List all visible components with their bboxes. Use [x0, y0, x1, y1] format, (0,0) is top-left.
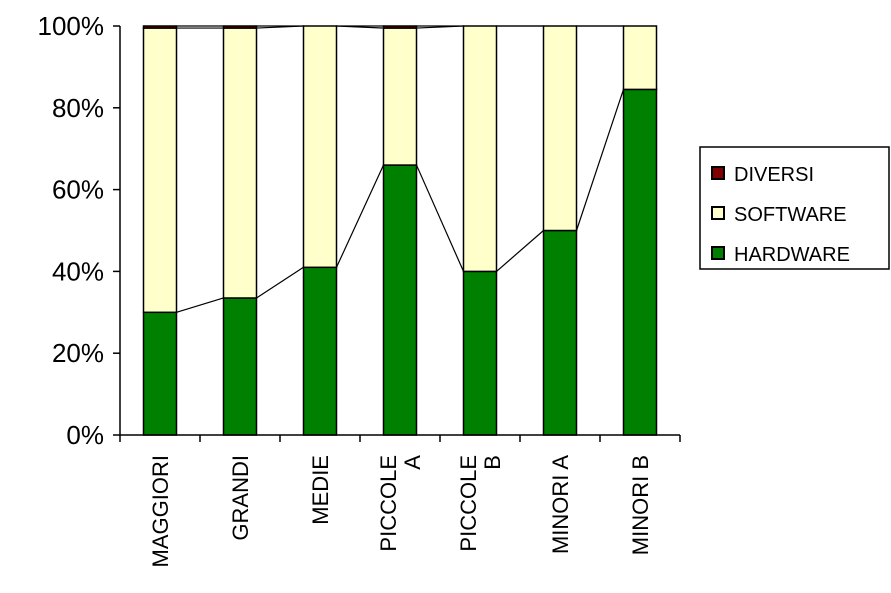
x-tick-label: PICCOLE: [456, 455, 481, 552]
legend-label-diversi: DIVERSI: [734, 164, 814, 186]
x-tick-label: B: [480, 455, 505, 470]
bar-hardware-minori-b: [622, 88, 658, 436]
bar-software-maggiori: [142, 27, 178, 314]
x-tick-label: MEDIE: [308, 455, 333, 525]
bar-software-medie: [302, 25, 338, 269]
legend-box: [699, 146, 890, 270]
bar-hardware-minori-a: [542, 229, 578, 436]
bar-hardware-grandi: [222, 297, 258, 436]
bar-software-piccole-a: [382, 27, 418, 166]
bar-hardware-piccole-b: [462, 270, 498, 436]
series-lines: [176, 25, 625, 313]
x-tick-label: MINORI A: [548, 455, 573, 554]
legend-swatch-diversi: [711, 166, 725, 180]
legend-label-software: SOFTWARE: [734, 204, 847, 226]
y-tick-label: 20%: [52, 338, 104, 368]
legend-swatch-software: [711, 206, 725, 220]
bar-diversi-grandi: [222, 25, 258, 29]
series-line-hardware: [496, 230, 544, 272]
y-tick-label: 40%: [52, 256, 104, 286]
bar-diversi-maggiori: [142, 25, 178, 29]
y-tick-label: 60%: [52, 175, 104, 205]
y-tick-label: 0%: [66, 420, 104, 450]
bar-hardware-medie: [302, 266, 338, 436]
x-tick-label: MINORI B: [628, 455, 653, 555]
x-tick-label: PICCOLE: [376, 455, 401, 552]
y-tick-label: 80%: [52, 93, 104, 123]
series-line-hardware: [415, 164, 465, 272]
series-line-hardware: [335, 164, 385, 268]
bar-software-minori-b: [622, 25, 658, 91]
series-line-hardware: [575, 89, 625, 231]
x-tick-label: A: [400, 455, 425, 470]
x-tick-label: GRANDI: [228, 455, 253, 541]
legend: DIVERSI SOFTWARE HARDWARE: [699, 146, 890, 270]
axes: [119, 26, 680, 436]
series-line-hardware: [256, 266, 304, 299]
bar-diversi-piccole-a: [382, 25, 418, 29]
y-tick-label: 100%: [38, 11, 105, 41]
legend-label-hardware: HARDWARE: [734, 244, 850, 266]
y-axis-ticks: 0% 20% 40% 60% 80% 100%: [38, 11, 120, 450]
x-tick-label: MAGGIORI: [148, 455, 173, 567]
series-line-hardware: [176, 297, 224, 313]
legend-swatch-hardware: [711, 246, 725, 260]
bar-software-minori-a: [542, 25, 578, 232]
bar-hardware-piccole-a: [382, 164, 418, 436]
bar-group: [142, 25, 658, 436]
bar-hardware-maggiori: [142, 311, 178, 436]
x-axis-ticks: MAGGIORI GRANDI MEDIE PICCOLE A PICCOLE B MINOR…: [119, 435, 681, 567]
bar-software-grandi: [222, 27, 258, 299]
bar-software-piccole-b: [462, 25, 498, 273]
